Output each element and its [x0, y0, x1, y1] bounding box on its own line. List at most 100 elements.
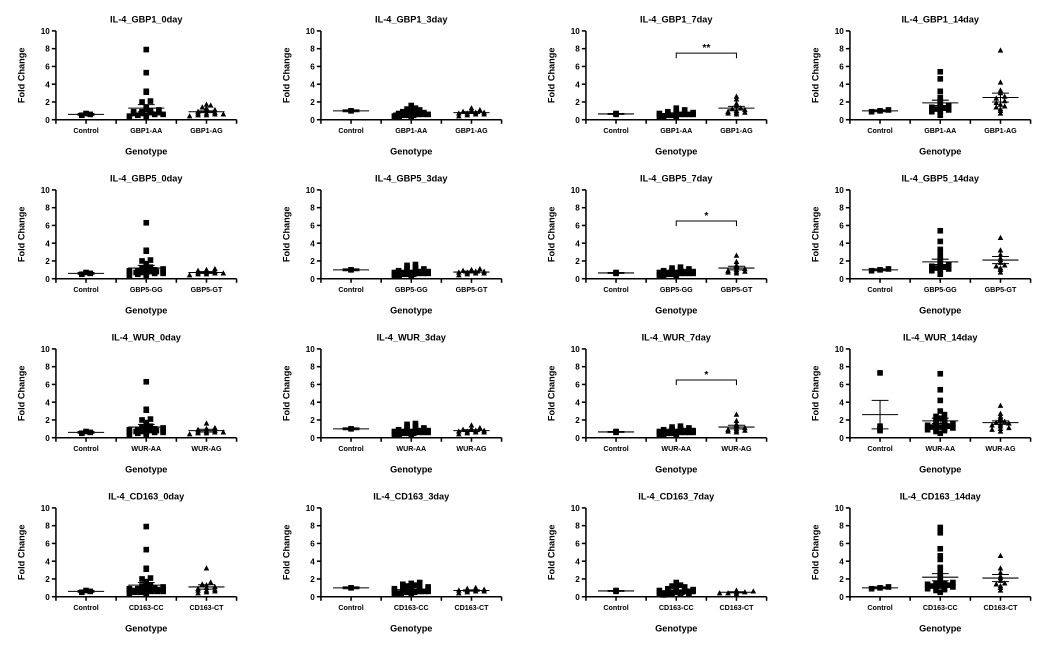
svg-text:6: 6	[840, 62, 845, 71]
chart-panel: IL-4_GBP1_7day0246810Fold ChangeControlG…	[540, 10, 775, 159]
category-label: GBP1-AA	[924, 127, 956, 135]
x-axis-label: Genotype	[655, 305, 697, 315]
svg-text:6: 6	[840, 380, 845, 389]
svg-text:8: 8	[575, 45, 580, 54]
category-label: Control	[338, 604, 363, 612]
svg-text:6: 6	[575, 221, 580, 230]
x-axis-label: Genotype	[125, 623, 167, 633]
svg-text:10: 10	[835, 504, 845, 513]
svg-text:6: 6	[310, 539, 315, 548]
svg-text:4: 4	[575, 398, 580, 407]
svg-text:4: 4	[575, 557, 580, 566]
panel-svg: IL-4_CD163_3day0246810Fold ChangeControl…	[275, 487, 510, 636]
svg-text:8: 8	[840, 363, 845, 372]
svg-text:10: 10	[305, 504, 315, 513]
svg-text:0: 0	[45, 116, 50, 125]
svg-text:8: 8	[310, 45, 315, 54]
svg-text:0: 0	[840, 275, 845, 284]
svg-text:10: 10	[305, 345, 315, 354]
category-label: WUR-AG	[456, 445, 487, 453]
x-axis-label: Genotype	[390, 305, 432, 315]
category-label: Control	[603, 445, 628, 453]
chart-panel: IL-4_GBP5_7day0246810Fold ChangeControlG…	[540, 169, 775, 318]
category-label: GBP1-AG	[190, 127, 223, 135]
svg-text:2: 2	[45, 257, 50, 266]
y-axis-label: Fold Change	[546, 525, 556, 581]
svg-text:4: 4	[840, 398, 845, 407]
svg-text:6: 6	[310, 62, 315, 71]
panel-title: IL-4_GBP5_7day	[640, 174, 713, 184]
category-label: CD163-CT	[189, 604, 224, 612]
category-label: GBP5-GT	[191, 286, 223, 294]
category-label: Control	[73, 445, 98, 453]
y-axis-label: Fold Change	[16, 525, 26, 581]
svg-text:6: 6	[840, 539, 845, 548]
panel-title: IL-4_WUR_3day	[376, 333, 446, 343]
svg-text:8: 8	[310, 522, 315, 531]
svg-text:8: 8	[310, 363, 315, 372]
x-axis-label: Genotype	[919, 305, 961, 315]
y-axis-label: Fold Change	[16, 48, 26, 104]
panel-title: IL-4_WUR_0day	[112, 333, 182, 343]
category-label: CD163-CC	[394, 604, 429, 612]
y-axis-label: Fold Change	[16, 366, 26, 422]
svg-text:8: 8	[840, 522, 845, 531]
chart-panel: IL-4_GBP5_0day0246810Fold ChangeControlG…	[10, 169, 245, 318]
chart-grid: IL-4_GBP1_0day0246810Fold ChangeControlG…	[10, 10, 1039, 636]
svg-text:0: 0	[310, 593, 315, 602]
svg-text:2: 2	[575, 257, 580, 266]
y-axis-label: Fold Change	[811, 207, 821, 263]
category-label: Control	[868, 286, 893, 294]
panel-svg: IL-4_WUR_3day0246810Fold ChangeControlWU…	[275, 328, 510, 477]
svg-text:4: 4	[840, 239, 845, 248]
svg-text:2: 2	[310, 575, 315, 584]
category-label: WUR-AG	[721, 445, 752, 453]
svg-text:10: 10	[570, 186, 580, 195]
svg-text:8: 8	[575, 204, 580, 213]
panel-title: IL-4_GBP1_14day	[902, 15, 980, 25]
x-axis-label: Genotype	[919, 464, 961, 474]
svg-text:4: 4	[575, 80, 580, 89]
category-label: GBP5-GG	[130, 286, 163, 294]
panel-svg: IL-4_GBP1_14day0246810Fold ChangeControl…	[804, 10, 1039, 159]
svg-text:2: 2	[840, 416, 845, 425]
panel-svg: IL-4_WUR_0day0246810Fold ChangeControlWU…	[10, 328, 245, 477]
svg-text:4: 4	[45, 557, 50, 566]
panel-svg: IL-4_GBP1_7day0246810Fold ChangeControlG…	[540, 10, 775, 159]
svg-text:**: **	[702, 43, 710, 54]
svg-text:0: 0	[45, 434, 50, 443]
category-label: Control	[603, 127, 628, 135]
svg-text:10: 10	[41, 345, 51, 354]
category-label: Control	[73, 604, 98, 612]
svg-text:4: 4	[310, 80, 315, 89]
svg-text:10: 10	[835, 27, 845, 36]
category-label: Control	[73, 286, 98, 294]
category-label: CD163-CC	[658, 604, 693, 612]
chart-panel: IL-4_WUR_14day0246810Fold ChangeControlW…	[804, 328, 1039, 477]
svg-text:6: 6	[45, 380, 50, 389]
x-axis-label: Genotype	[390, 146, 432, 156]
svg-text:10: 10	[835, 345, 845, 354]
svg-text:8: 8	[575, 363, 580, 372]
x-axis-label: Genotype	[390, 464, 432, 474]
x-axis-label: Genotype	[655, 146, 697, 156]
svg-text:0: 0	[45, 593, 50, 602]
category-label: Control	[338, 286, 363, 294]
panel-svg: IL-4_GBP5_14day0246810Fold ChangeControl…	[804, 169, 1039, 318]
category-label: Control	[603, 604, 628, 612]
svg-text:8: 8	[45, 522, 50, 531]
svg-text:4: 4	[310, 398, 315, 407]
svg-text:0: 0	[840, 593, 845, 602]
svg-text:6: 6	[575, 539, 580, 548]
svg-text:2: 2	[840, 257, 845, 266]
panel-svg: IL-4_GBP1_0day0246810Fold ChangeControlG…	[10, 10, 245, 159]
svg-text:10: 10	[305, 186, 315, 195]
category-label: WUR-AG	[191, 445, 222, 453]
svg-text:*: *	[704, 211, 708, 222]
category-label: GBP5-GT	[455, 286, 487, 294]
svg-text:4: 4	[310, 239, 315, 248]
svg-text:6: 6	[310, 380, 315, 389]
category-label: GBP5-GT	[720, 286, 752, 294]
svg-text:0: 0	[575, 275, 580, 284]
category-label: Control	[868, 127, 893, 135]
